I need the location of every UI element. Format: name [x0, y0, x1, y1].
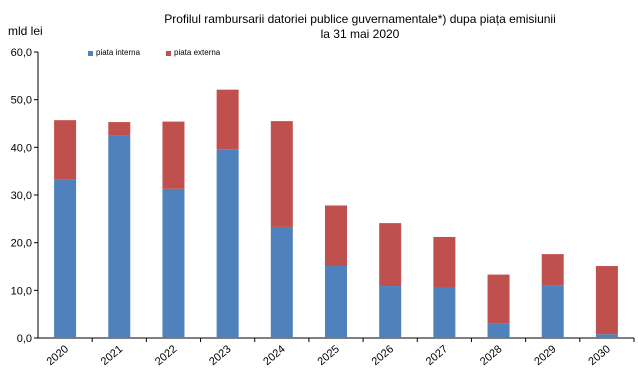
- bar-piata-externa: [379, 223, 402, 287]
- y-tick-label: 10,0: [11, 285, 32, 297]
- y-axis-label: mld lei: [8, 24, 43, 38]
- bar-piata-interna: [541, 285, 564, 338]
- legend-swatch-piata-interna: [88, 50, 93, 56]
- bar-piata-externa: [595, 266, 618, 335]
- x-tick-label: 2020: [45, 343, 71, 368]
- bar-piata-externa: [216, 89, 239, 150]
- y-tick-label: 50,0: [11, 95, 32, 107]
- x-tick-label: 2027: [424, 343, 450, 368]
- bar-piata-interna: [325, 266, 347, 338]
- x-tick-label: 2029: [532, 343, 558, 368]
- bar-piata-interna: [54, 179, 77, 338]
- bar-piata-interna: [108, 135, 131, 338]
- bar-piata-externa: [487, 274, 510, 324]
- legend-swatch-piata-externa: [166, 50, 171, 56]
- bar-piata-interna: [162, 188, 185, 338]
- bar-piata-externa: [541, 254, 564, 286]
- x-tick-label: 2022: [153, 343, 179, 368]
- x-tick-label: 2026: [370, 343, 396, 368]
- bar-piata-externa: [54, 120, 77, 180]
- bar-piata-interna: [433, 287, 456, 338]
- y-tick-label: 40,0: [11, 142, 32, 154]
- x-tick-label: 2024: [261, 343, 287, 368]
- bar-piata-externa: [162, 121, 185, 189]
- bar-piata-interna: [270, 226, 293, 338]
- bar-piata-externa: [108, 122, 131, 136]
- y-tick-label: 20,0: [11, 238, 32, 250]
- legend-label-piata-externa: piata externa: [174, 48, 221, 57]
- legend-label-piata-interna: piata interna: [96, 48, 141, 57]
- legend-item-piata-interna: piata interna: [88, 48, 140, 58]
- x-tick-label: 2023: [207, 343, 233, 368]
- x-tick-label: 2028: [478, 343, 504, 368]
- chart-subtitle: la 31 mai 2020: [320, 27, 400, 41]
- x-tick-label: 2030: [586, 343, 612, 368]
- bar-piata-interna: [595, 334, 618, 338]
- legend-item-piata-externa: piata externa: [166, 48, 220, 58]
- chart-title: Profilul rambursarii datoriei publice gu…: [164, 12, 556, 26]
- x-tick-label: 2025: [315, 343, 341, 368]
- bar-piata-interna: [216, 149, 239, 338]
- bar-piata-interna: [487, 323, 510, 338]
- bar-piata-externa: [325, 205, 347, 267]
- bar-piata-interna: [379, 286, 402, 338]
- bar-piata-externa: [270, 121, 293, 227]
- y-tick-label: 0,0: [17, 333, 32, 345]
- y-tick-label: 60,0: [11, 47, 32, 59]
- y-tick-label: 30,0: [11, 190, 32, 202]
- bar-piata-externa: [433, 236, 456, 288]
- x-tick-label: 2021: [99, 343, 125, 368]
